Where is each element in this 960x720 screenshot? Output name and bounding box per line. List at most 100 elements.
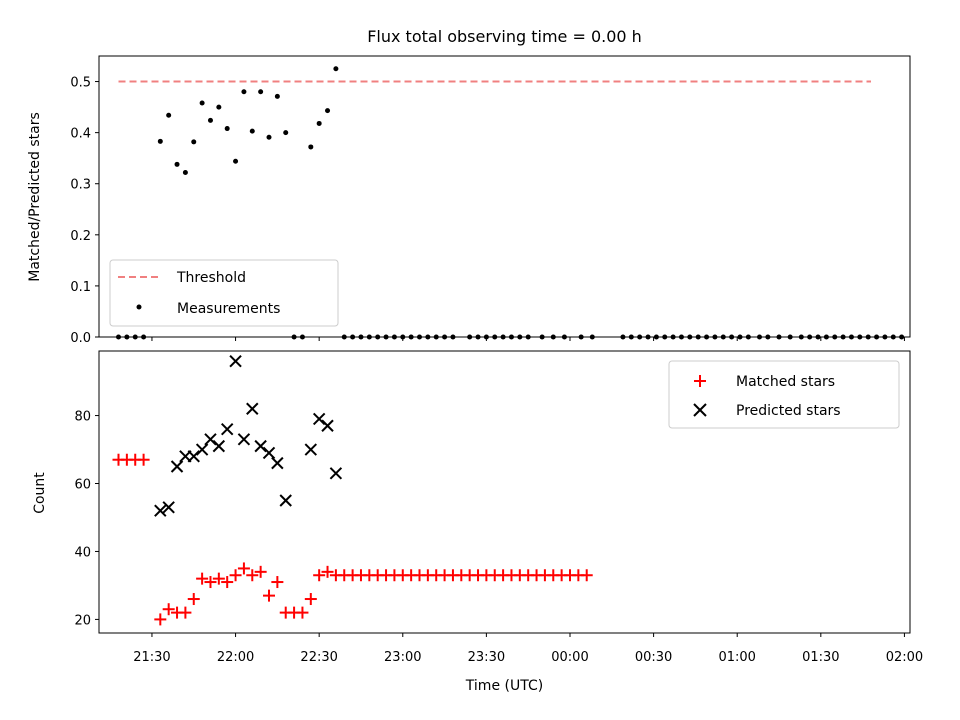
x-tick-label: 00:00 <box>551 650 588 665</box>
predicted-star-point <box>254 439 267 453</box>
measurement-point <box>124 334 130 340</box>
measurement-point <box>662 334 668 340</box>
measurement-point <box>899 334 905 340</box>
measurement-point <box>687 334 693 340</box>
measurement-point <box>450 334 456 340</box>
y-tick-label: 0.4 <box>70 127 91 142</box>
y-tick-label: 20 <box>74 613 91 628</box>
y-tick-label: 80 <box>74 410 91 425</box>
matched-star-point <box>246 569 259 582</box>
measurement-point <box>492 334 498 340</box>
predicted-star-point <box>212 439 226 453</box>
predicted-star-point <box>204 433 217 446</box>
predicted-star-point <box>262 446 276 460</box>
measurement-point <box>857 334 863 340</box>
measurement-point <box>745 334 751 340</box>
y-tick-label: 0.3 <box>70 178 91 193</box>
measurement-point <box>483 334 489 340</box>
matched-star-point <box>137 453 150 466</box>
x-tick-label: 22:30 <box>300 650 337 665</box>
bottom-y-axis-label: Count <box>32 472 48 514</box>
matched-star-point <box>271 576 284 589</box>
matched-star-point <box>580 569 593 582</box>
measurement-point <box>467 334 473 340</box>
top-chart-title: Flux total observing time = 0.00 h <box>367 27 642 46</box>
measurement-point <box>848 334 854 340</box>
measurement-point <box>840 334 846 340</box>
measurement-point <box>815 334 821 340</box>
matched-star-point <box>187 593 200 606</box>
matched-star-point <box>204 576 217 589</box>
measurement-point <box>258 89 264 95</box>
x-tick-label: 23:30 <box>468 650 505 665</box>
top-panel: Flux total observing time = 0.00 h Match… <box>27 27 911 346</box>
measurement-point <box>832 334 838 340</box>
measurement-point <box>737 334 743 340</box>
measurement-point <box>561 334 567 340</box>
predicted-star-point <box>154 504 167 517</box>
measurement-point <box>241 89 247 95</box>
measurement-point <box>807 334 813 340</box>
measurement-point <box>589 334 595 340</box>
matched-star-point <box>313 569 326 582</box>
matched-star-point <box>196 572 209 585</box>
measurement-point <box>695 334 701 340</box>
measurement-point <box>299 334 305 340</box>
x-tick-label: 01:00 <box>718 650 755 665</box>
top-legend: Threshold Measurements <box>109 259 339 327</box>
plot-frame <box>98 350 911 634</box>
top-y-axis-label: Matched/Predicted stars <box>27 112 43 282</box>
measurement-point <box>882 334 888 340</box>
measurement-point <box>525 334 531 340</box>
measurement-point <box>233 158 239 164</box>
predicted-star-point <box>271 456 284 470</box>
x-tick-label: 01:30 <box>802 650 839 665</box>
measurement-point <box>224 126 230 132</box>
y-tick-label: 40 <box>74 545 91 560</box>
matched-star-point <box>229 569 242 582</box>
measurement-point <box>765 334 771 340</box>
measurement-point <box>776 334 782 340</box>
measurements-legend-label: Measurements <box>177 301 280 317</box>
measurement-point <box>325 108 331 114</box>
y-tick-label: 60 <box>74 478 91 493</box>
measurement-point <box>539 334 545 340</box>
measurements-legend-swatch <box>136 304 142 310</box>
measurement-point <box>308 144 314 150</box>
predicted-star-point <box>162 501 175 514</box>
matched-star-point <box>263 589 276 602</box>
predicted-star-point <box>321 419 334 432</box>
measurement-point <box>550 334 556 340</box>
y-tick-label: 0.1 <box>70 280 91 295</box>
measurement-point <box>874 334 880 340</box>
x-tick-label: 23:00 <box>384 650 421 665</box>
measurement-point <box>757 334 763 340</box>
matched-star-point <box>212 572 225 585</box>
bottom-x-axis-label: Time (UTC) <box>465 678 543 694</box>
measurement-point <box>216 104 222 110</box>
measurement-point <box>628 334 634 340</box>
measurement-point <box>517 334 523 340</box>
y-tick-label: 0.2 <box>70 229 91 244</box>
predicted-star-point <box>279 494 292 507</box>
measurement-point <box>712 334 718 340</box>
predicted-legend-swatch <box>693 403 707 417</box>
measurement-point <box>720 334 726 340</box>
measurement-point <box>475 334 481 340</box>
x-tick-label: 22:00 <box>217 650 254 665</box>
measurement-point <box>729 334 735 340</box>
matched-legend-label: Matched stars <box>736 374 835 390</box>
measurement-point <box>578 334 584 340</box>
measurement-point <box>416 334 422 340</box>
predicted-star-point <box>229 354 242 368</box>
measurement-point <box>678 334 684 340</box>
measurement-point <box>704 334 710 340</box>
bottom-legend: Matched stars Predicted stars <box>668 360 900 429</box>
measurement-point <box>274 93 280 99</box>
measurement-point <box>166 112 172 118</box>
matched-star-point <box>321 565 334 578</box>
measurement-point <box>425 334 431 340</box>
measurement-point <box>637 334 643 340</box>
measurement-point <box>191 139 197 145</box>
